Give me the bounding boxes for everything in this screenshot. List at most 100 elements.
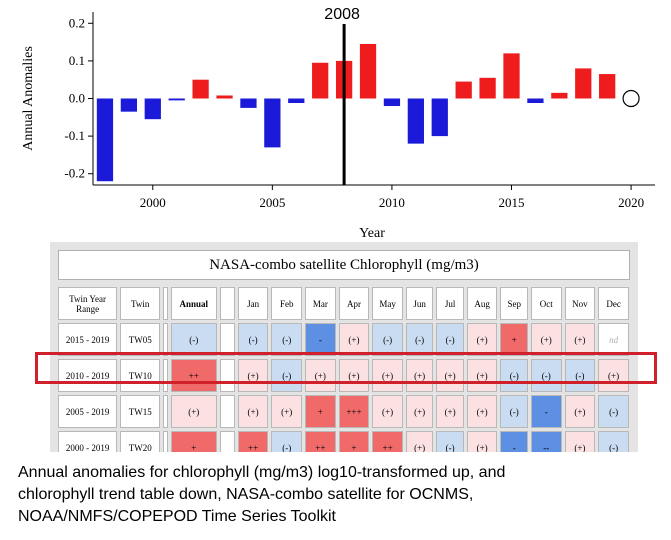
table-header-cell: Jun [405, 287, 434, 320]
twin-range-cell: 2000 - 2019 [58, 431, 118, 452]
spacer-cell [163, 323, 168, 356]
table-header-cell: Mar [305, 287, 336, 320]
annual-cell: ++ [170, 359, 217, 392]
month-cell: (-) [530, 359, 562, 392]
month-cell: + [500, 323, 528, 356]
spacer-cell [220, 323, 235, 356]
month-cell: (+) [564, 323, 596, 356]
data-bar [192, 79, 209, 99]
table-row: 2015 - 2019 TW05 (-) (-) (-) - (+) (-) (-) (-) (+)… [58, 323, 629, 356]
data-bar [551, 92, 568, 99]
spacer-cell [163, 359, 168, 392]
twin-cell: TW05 [120, 323, 161, 356]
month-cell: (-) [500, 395, 528, 428]
spacer-cell [163, 395, 168, 428]
caption-line: NOAA/NMFS/COPEPOD Time Series Toolkit [18, 508, 336, 525]
data-bar [359, 43, 377, 99]
data-bar [455, 81, 472, 99]
table-header-cell [163, 287, 168, 320]
table-header-cell: Sep [500, 287, 528, 320]
month-cell: ++ [237, 431, 269, 452]
data-bar [120, 98, 138, 112]
caption-line: chlorophyll trend table down, NASA-combo… [18, 486, 474, 503]
data-bar [144, 98, 161, 120]
month-cell: (+) [405, 431, 434, 452]
data-bar [216, 95, 233, 99]
month-cell: (-) [436, 431, 464, 452]
table-header-cell: Nov [564, 287, 596, 320]
figure-caption: Annual anomalies for chlorophyll (mg/m3)… [18, 462, 668, 528]
y-tick-label: 0.1 [69, 53, 85, 68]
table-header-cell: May [372, 287, 403, 320]
table-header-cell: Twin [120, 287, 161, 320]
month-cell: (+) [271, 395, 303, 428]
month-cell: (+) [436, 359, 464, 392]
table-row: 2000 - 2019 TW20 + ++ (-) ++ + ++ (+) (-) (+) - -- (+… [58, 431, 629, 452]
x-tick-label: 2005 [259, 195, 285, 210]
month-cell: -- [530, 431, 562, 452]
month-cell: (+) [237, 395, 269, 428]
month-cell: ++ [372, 431, 403, 452]
month-cell: +++ [338, 395, 370, 428]
x-tick-label: 2010 [379, 195, 405, 210]
twin-cell: TW15 [120, 395, 161, 428]
month-cell: (-) [372, 323, 403, 356]
month-cell: (-) [500, 359, 528, 392]
data-bar [288, 98, 305, 104]
twin-range-cell: 2005 - 2019 [58, 395, 118, 428]
month-cell: - [305, 323, 336, 356]
month-cell: + [305, 395, 336, 428]
data-bar [312, 62, 329, 99]
y-axis-label: Annual Anomalies [21, 46, 36, 151]
month-cell: (+) [466, 359, 498, 392]
anomaly-bar-chart: 0.2 0.1 0.0 -0.1 -0.2 2000 2005 2010 2015 2020 Ann… [21, 6, 655, 241]
month-cell: - [500, 431, 528, 452]
month-cell: nd [598, 323, 629, 356]
month-cell: (+) [237, 359, 269, 392]
x-tick-label: 2020 [618, 195, 644, 210]
y-tick-label: 0.0 [69, 91, 85, 106]
trend-table-panel: NASA-combo satellite Chlorophyll (mg/m3)… [50, 242, 638, 452]
data-bar [407, 98, 424, 144]
data-bar [575, 68, 592, 99]
spacer-cell [220, 395, 235, 428]
table-header-cell: Dec [598, 287, 629, 320]
twin-cell: TW20 [120, 431, 161, 452]
table-header-cell: Feb [271, 287, 303, 320]
month-cell: ++ [305, 431, 336, 452]
x-tick-label: 2000 [140, 195, 166, 210]
table-header-cell: Apr [338, 287, 370, 320]
annual-cell: (+) [170, 395, 217, 428]
month-cell: (+) [564, 395, 596, 428]
twin-cell: TW10 [120, 359, 161, 392]
month-cell: (-) [271, 323, 303, 356]
data-bar [431, 98, 448, 137]
spacer-cell [220, 431, 235, 452]
month-cell: (+) [338, 323, 370, 356]
month-cell: (+) [405, 395, 434, 428]
month-cell: (+) [598, 359, 629, 392]
twin-range-cell: 2015 - 2019 [58, 323, 118, 356]
y-tick-label: -0.1 [64, 128, 85, 143]
table-header-cell: Twin Year Range [58, 287, 118, 320]
data-bar [479, 77, 496, 99]
month-cell: (+) [305, 359, 336, 392]
table-header-row: Twin Year Range Twin Annual Jan Feb Mar Apr May… [58, 287, 629, 320]
month-cell: (+) [405, 359, 434, 392]
month-cell: (+) [466, 323, 498, 356]
data-bar [599, 74, 616, 99]
month-cell: (+) [530, 323, 562, 356]
x-axis-label: Year [359, 226, 385, 241]
month-cell: (+) [436, 395, 464, 428]
month-cell: (-) [564, 359, 596, 392]
chart-annotations: 2008 [324, 6, 640, 185]
twin-range-cell: 2010 - 2019 [58, 359, 118, 392]
month-cell: (-) [598, 395, 629, 428]
month-cell: + [338, 431, 370, 452]
spacer-cell [163, 431, 168, 452]
data-bar [96, 98, 114, 182]
x-tick-label: 2015 [499, 195, 525, 210]
month-cell: (-) [271, 359, 303, 392]
table-header-cell: Oct [530, 287, 562, 320]
data-bar [527, 98, 544, 104]
